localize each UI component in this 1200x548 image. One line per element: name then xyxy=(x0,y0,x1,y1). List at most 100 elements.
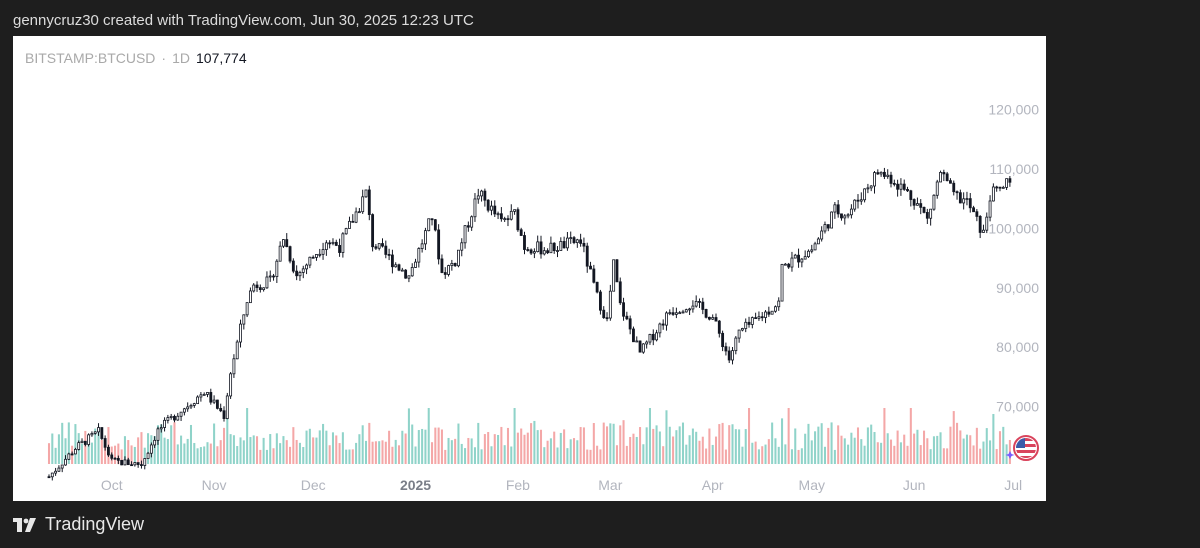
x-tick-label: Oct xyxy=(101,477,123,493)
candle-body xyxy=(437,229,441,260)
volume-bar xyxy=(866,427,869,464)
volume-bar xyxy=(516,432,519,464)
volume-bar xyxy=(513,408,516,464)
y-tick-label: 70,000 xyxy=(996,399,1039,415)
y-tick-label: 100,000 xyxy=(988,220,1039,236)
candle-body xyxy=(532,251,536,254)
candle-body xyxy=(582,242,586,247)
volume-bar xyxy=(698,440,701,464)
volume-bar xyxy=(685,444,688,464)
chart-panel[interactable]: 120,000 110,000 100,000 90,000 80,000 70,000 O… xyxy=(13,36,1046,501)
candle-body xyxy=(744,321,748,329)
last-price: 107,774 xyxy=(196,50,247,66)
price-chart[interactable]: 120,000 110,000 100,000 90,000 80,000 70,000 O… xyxy=(13,36,1046,501)
volume-bar xyxy=(678,426,681,464)
volume-bar xyxy=(843,438,846,464)
volume-bar xyxy=(572,438,576,464)
volume-bar xyxy=(368,422,371,464)
volume-bar xyxy=(206,442,209,464)
volume-bar xyxy=(378,441,381,464)
volume-bar xyxy=(546,440,549,464)
candle-body xyxy=(787,263,791,268)
volume-bar xyxy=(371,441,374,464)
volume-bar xyxy=(625,445,628,464)
candle-body xyxy=(73,449,77,455)
candle-body xyxy=(774,306,777,312)
candle-body xyxy=(384,245,388,255)
candle-body xyxy=(433,219,437,231)
candle-body xyxy=(344,228,348,235)
volume-bar xyxy=(688,435,691,464)
candle-body xyxy=(367,189,371,215)
us-flag-icon[interactable] xyxy=(1004,434,1044,462)
volume-bar xyxy=(995,449,998,464)
candle-body xyxy=(176,415,180,421)
volume-bar xyxy=(351,449,354,464)
volume-bar xyxy=(754,441,757,464)
volume-bar xyxy=(325,430,328,464)
volume-bar xyxy=(764,444,767,464)
volume-bar xyxy=(1002,426,1005,464)
candle-body xyxy=(684,309,688,313)
candle-body xyxy=(655,332,658,341)
candle-body xyxy=(991,186,995,202)
volume-bar xyxy=(130,445,133,464)
candle-body xyxy=(645,341,649,345)
volume-bar xyxy=(331,432,334,464)
volume-bar xyxy=(913,433,916,464)
candle-body xyxy=(724,346,728,352)
interval-label[interactable]: 1D xyxy=(172,50,190,66)
candle-body xyxy=(750,317,754,325)
candle-body xyxy=(212,399,216,403)
candle-body xyxy=(120,459,124,466)
volume-bar xyxy=(767,439,770,464)
volume-bar xyxy=(510,446,513,464)
volume-bar xyxy=(734,429,737,464)
volume-bar xyxy=(358,434,361,464)
candle-body xyxy=(704,309,708,318)
candle-body xyxy=(740,328,744,331)
volume-bar xyxy=(566,448,569,464)
candle-body xyxy=(589,265,592,270)
candle-body xyxy=(922,206,926,213)
candle-body xyxy=(262,287,266,290)
volume-bar xyxy=(434,427,437,464)
candle-body xyxy=(972,207,975,213)
volume-bar xyxy=(123,436,126,464)
candle-body xyxy=(268,275,272,278)
volume-bar xyxy=(54,447,57,464)
candle-body xyxy=(331,241,335,244)
volume-bar xyxy=(662,446,665,464)
candle-body xyxy=(361,196,365,213)
volume-bar xyxy=(104,442,107,464)
candle-body xyxy=(110,454,114,459)
x-tick-label: Apr xyxy=(702,477,724,493)
candle-body xyxy=(978,216,982,233)
candle-body xyxy=(671,312,675,315)
volume-bar xyxy=(394,439,397,464)
candle-body xyxy=(483,190,487,201)
candle-body xyxy=(674,312,678,315)
volume-bar xyxy=(886,433,889,464)
candle-body xyxy=(348,220,351,229)
x-tick-label: May xyxy=(799,477,825,493)
volume-bar xyxy=(979,448,982,464)
volume-bar xyxy=(173,422,176,464)
candle-body xyxy=(826,224,830,229)
volume-bar xyxy=(199,447,202,464)
symbol-name[interactable]: BITSTAMP:BTCUSD xyxy=(25,50,156,66)
candle-body xyxy=(407,275,411,279)
tradingview-brand[interactable]: TradingView xyxy=(13,514,144,535)
candle-body xyxy=(371,214,375,248)
candle-body xyxy=(754,317,758,320)
volume-bar xyxy=(705,448,708,464)
volume-bar xyxy=(57,434,60,464)
candle-body xyxy=(354,211,358,223)
volume-bar xyxy=(94,428,97,464)
volume-bar xyxy=(183,443,186,464)
volume-bar xyxy=(790,449,793,464)
volume-bar xyxy=(464,448,467,464)
candle-body xyxy=(130,464,133,467)
volume-bar xyxy=(216,446,219,464)
volume-bar xyxy=(279,443,282,464)
